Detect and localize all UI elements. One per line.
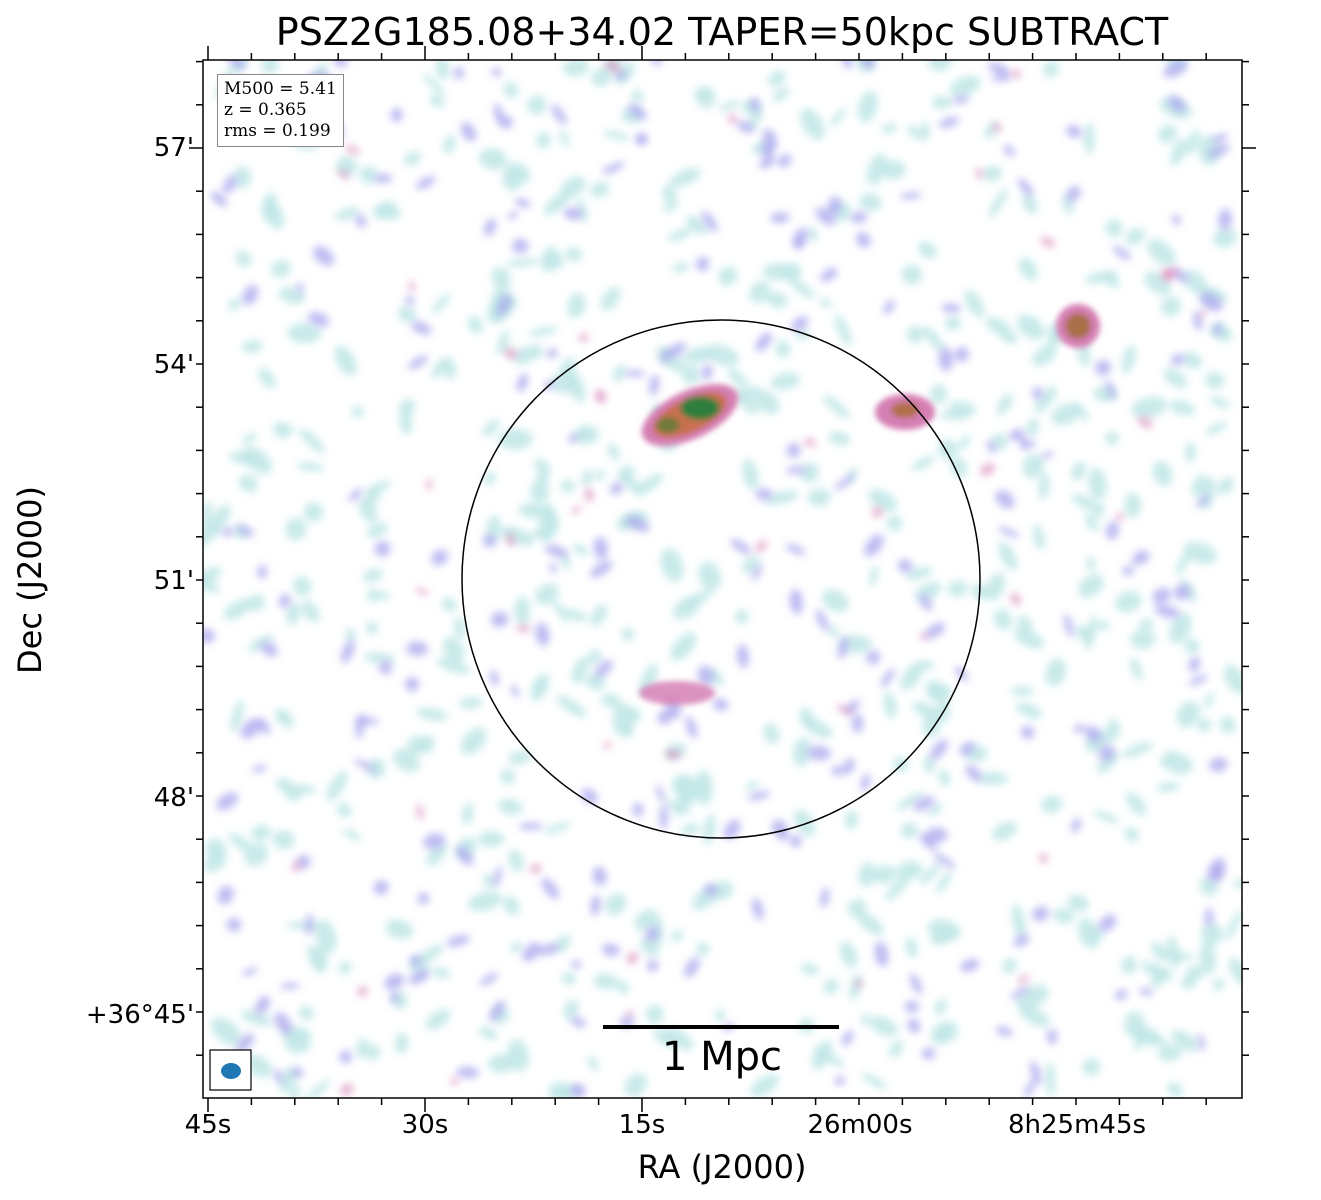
x-tick-label: 15s xyxy=(618,1110,666,1140)
cluster-circle xyxy=(461,319,981,839)
x-tick-label: 45s xyxy=(184,1110,232,1140)
x-tick-label: 26m00s xyxy=(807,1110,913,1140)
y-axis-label: Dec (J2000) xyxy=(11,486,49,674)
y-tick-label: +36°45' xyxy=(85,1000,194,1030)
x-tick-label: 30s xyxy=(401,1110,449,1140)
plot-frame xyxy=(202,59,1243,1099)
bright-source-north xyxy=(641,384,739,446)
info-box: M500 = 5.41 z = 0.365 rms = 0.199 xyxy=(217,74,344,147)
bright-source-east xyxy=(1056,304,1100,348)
image-panel xyxy=(203,60,1242,1098)
rms-text: rms = 0.199 xyxy=(224,121,331,141)
y-tick-label: 54' xyxy=(153,350,194,380)
y-tick-label: 57' xyxy=(153,133,194,163)
y-tick-label: 51' xyxy=(153,566,194,596)
mass-text: M500 = 5.41 xyxy=(224,79,337,99)
plot-title: PSZ2G185.08+34.02 TAPER=50kpc SUBTRACT xyxy=(275,10,1169,54)
x-tick-label: 8h25m45s xyxy=(1007,1110,1147,1140)
y-tick-label: 48' xyxy=(153,783,194,813)
source-circle-edge xyxy=(875,394,935,430)
axis-ticks xyxy=(189,46,1256,1112)
x-axis-label: RA (J2000) xyxy=(637,1148,807,1186)
beam-ellipse xyxy=(221,1063,241,1079)
scale-bar-label: 1 Mpc xyxy=(661,1034,783,1080)
redshift-text: z = 0.365 xyxy=(224,100,307,120)
source-south xyxy=(639,681,715,705)
